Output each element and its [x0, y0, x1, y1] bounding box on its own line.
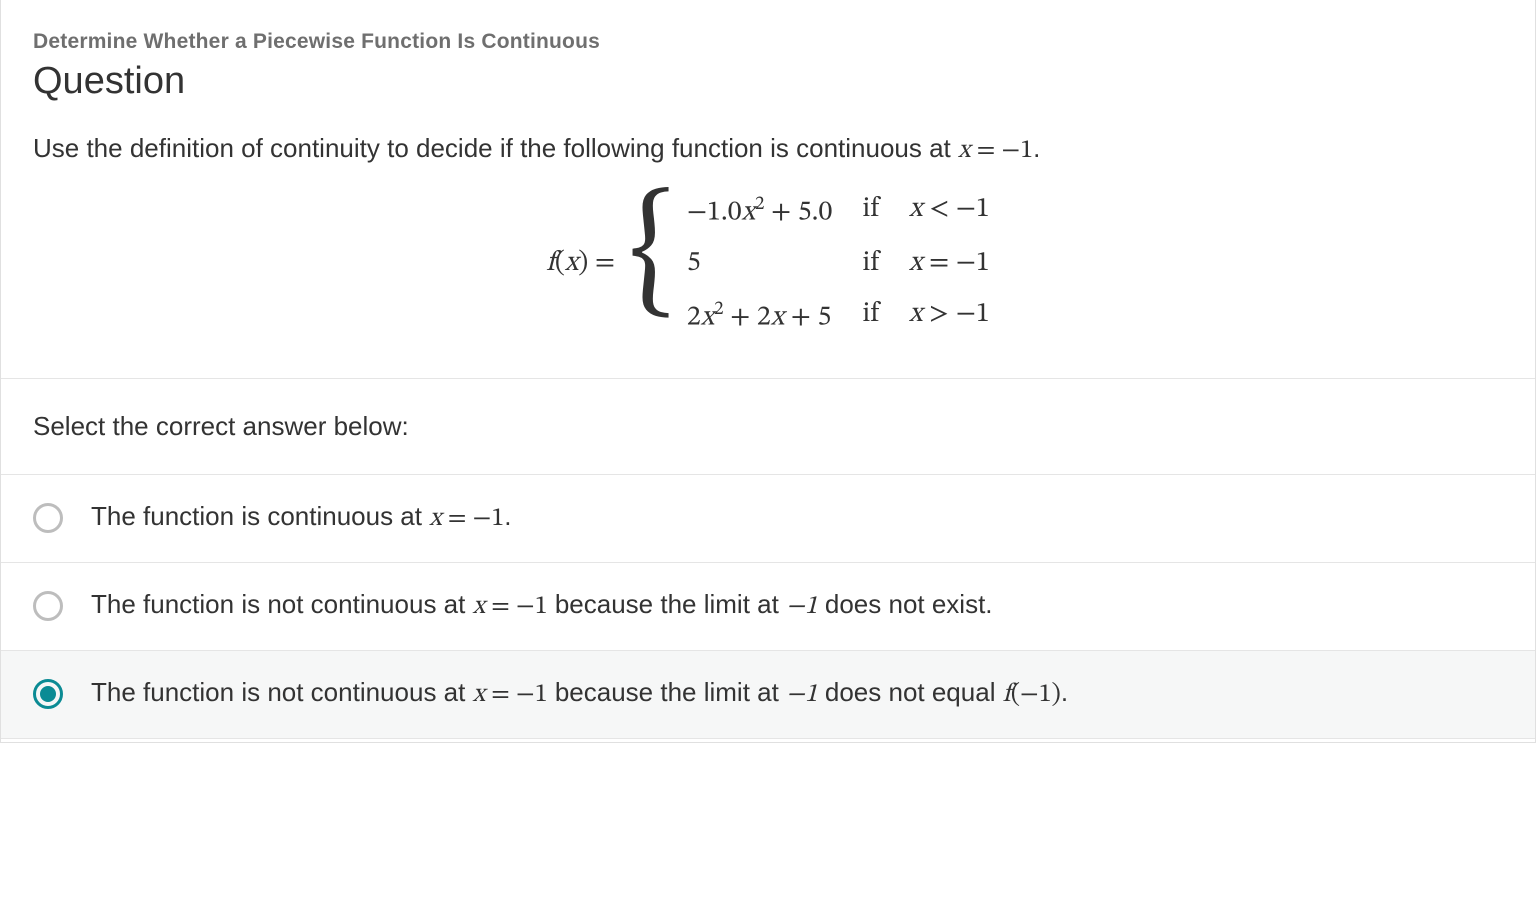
answer-option-1[interactable]: The function is continuous at x = −1.	[1, 474, 1535, 562]
radio-icon[interactable]	[33, 503, 63, 533]
case-3-if: if	[862, 297, 879, 335]
answer-heading: Select the correct answer below:	[1, 378, 1535, 474]
function-cases: −1.0x2 + 5.0 if x < −1 5 if x = −1 2x2 +…	[687, 192, 990, 336]
function-lhs: f(x) =	[546, 246, 615, 281]
case-1-cond: x < −1	[909, 192, 990, 230]
prompt-text-before: Use the definition of continuity to deci…	[33, 133, 958, 163]
question-title: Question	[33, 60, 1503, 103]
case-1-expr: −1.0x2 + 5.0	[687, 192, 833, 230]
radio-icon[interactable]	[33, 591, 63, 621]
answer-option-3-text: The function is not continuous at x = −1…	[91, 677, 1068, 712]
answer-option-2-text: The function is not continuous at x = −1…	[91, 589, 993, 624]
case-2-cond: x = −1	[909, 246, 990, 281]
radio-icon[interactable]	[33, 679, 63, 709]
case-3-cond: x > −1	[909, 297, 990, 335]
question-subtitle: Determine Whether a Piecewise Function I…	[33, 30, 1503, 54]
case-2-expr: 5	[687, 246, 833, 281]
piecewise-function: f(x) = { −1.0x2 + 5.0 if x < −1 5 if x =…	[33, 192, 1503, 336]
prompt-math: x = −1	[958, 138, 1033, 164]
answer-option-3[interactable]: The function is not continuous at x = −1…	[1, 650, 1535, 738]
question-card: Determine Whether a Piecewise Function I…	[0, 0, 1536, 743]
case-1-if: if	[862, 192, 879, 230]
question-header: Determine Whether a Piecewise Function I…	[1, 0, 1535, 378]
bottom-divider	[1, 738, 1535, 742]
question-prompt: Use the definition of continuity to deci…	[33, 133, 1503, 168]
case-2-if: if	[862, 246, 879, 281]
brace-icon: {	[629, 197, 675, 312]
prompt-text-after: .	[1033, 133, 1040, 163]
answer-option-1-text: The function is continuous at x = −1.	[91, 501, 511, 536]
answer-option-2[interactable]: The function is not continuous at x = −1…	[1, 562, 1535, 650]
case-3-expr: 2x2 + 2x + 5	[687, 297, 833, 335]
